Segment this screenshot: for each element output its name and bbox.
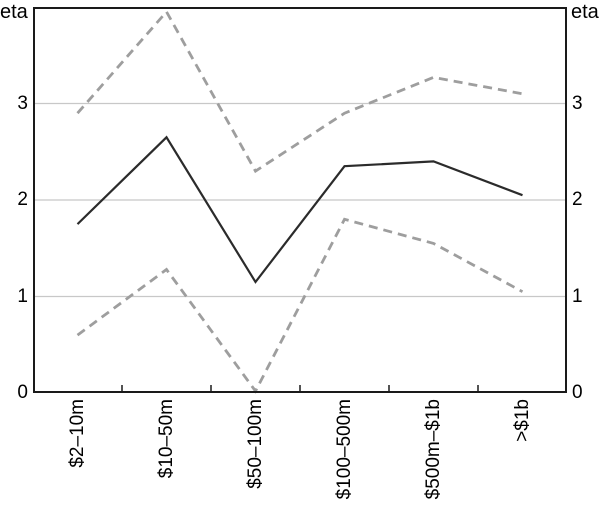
plot-frame: [33, 7, 567, 393]
series-line-estimate: [76, 135, 523, 284]
x-tick-label-0: $2–10m: [66, 399, 88, 468]
y-tick-label-right-2: 2: [572, 189, 583, 210]
x-tick-label-3: $100–500m: [333, 399, 355, 500]
y-tick-label-right-1: 1: [572, 285, 583, 307]
series-line-lower-band: [76, 217, 524, 394]
x-tick-label-2: $50–100m: [244, 399, 266, 489]
y-tick-label-left-2: 2: [17, 189, 28, 210]
y-tick-label-left-3: 3: [17, 92, 28, 114]
y-tick-label-left-1: 1: [17, 285, 28, 307]
y-axis-title-left: eta: [0, 1, 28, 23]
y-axis-title-right: eta: [571, 1, 599, 23]
y-tick-label-right-0: 0: [572, 382, 583, 403]
y-tick-label-right-3: 3: [572, 92, 583, 114]
series-line-upper-band: [76, 9, 523, 174]
y-tick-label-left-0: 0: [17, 382, 28, 403]
x-tick-label-4: $500m–$1b: [422, 399, 444, 500]
x-tick-label-5: >$1b: [511, 399, 533, 442]
x-tick-label-1: $10–50m: [155, 399, 177, 479]
